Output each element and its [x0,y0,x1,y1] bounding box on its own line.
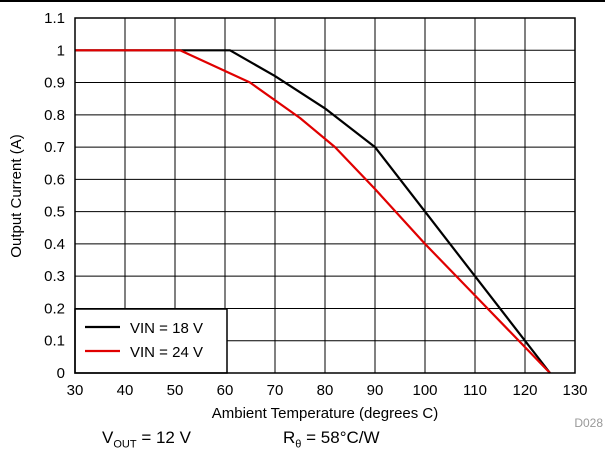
x-tick-label: 60 [217,382,234,399]
vout-condition: VOUT = 12 V [102,428,191,450]
x-tick-label: 80 [317,382,334,399]
x-tick-label: 70 [267,382,284,399]
y-tick-label: 0.6 [44,171,65,188]
x-tick-label: 130 [562,382,587,399]
x-tick-label: 50 [167,382,184,399]
y-tick-label: 0.4 [44,236,65,253]
y-tick-label: 0.2 [44,300,65,317]
vout-value: = 12 V [141,428,191,447]
series-line [75,49,551,374]
rtheta-subscript: θ [295,438,302,451]
top-rule [0,0,605,2]
x-tick-label: 100 [412,382,437,399]
vout-subscript: OUT [113,438,137,451]
legend-label: VIN = 18 V [130,320,203,337]
y-tick-label: 0 [57,365,65,382]
rtheta-condition: Rθ = 58°C/W [283,428,380,450]
x-tick-label: 90 [367,382,384,399]
rtheta-value: = 58°C/W [306,428,380,447]
x-tick-label: 40 [117,382,134,399]
y-tick-label: 0.8 [44,107,65,124]
x-axis-label: Ambient Temperature (degrees C) [212,405,439,422]
y-axis-label: Output Current (A) [8,134,25,257]
plot-frame [74,17,576,374]
x-tick-label: 120 [512,382,537,399]
x-tick-label: 30 [67,382,84,399]
series-lines [75,49,551,374]
vout-symbol: V [102,428,114,447]
series-line [75,49,551,374]
y-tick-label: 1 [57,42,65,59]
y-tick-label: 0.3 [44,268,65,285]
y-tick-label: 0.5 [44,204,65,221]
legend-label: VIN = 24 V [130,344,203,361]
rtheta-symbol: R [283,428,296,447]
legend: VIN = 18 V VIN = 24 V [74,308,228,374]
legend-box [74,308,228,374]
tick-labels: 30 40 50 60 70 80 90 100 110 120 130 0 0.1 0.2 0.3 0.4 0… [44,10,587,399]
y-tick-label: 0.7 [44,139,65,156]
y-tick-label: 1.1 [44,10,65,27]
y-tick-label: 0.9 [44,75,65,92]
grid-lines [75,18,575,373]
y-tick-label: 0.1 [44,333,65,350]
figure-id: D028 [574,416,603,430]
x-tick-label: 110 [463,382,487,399]
